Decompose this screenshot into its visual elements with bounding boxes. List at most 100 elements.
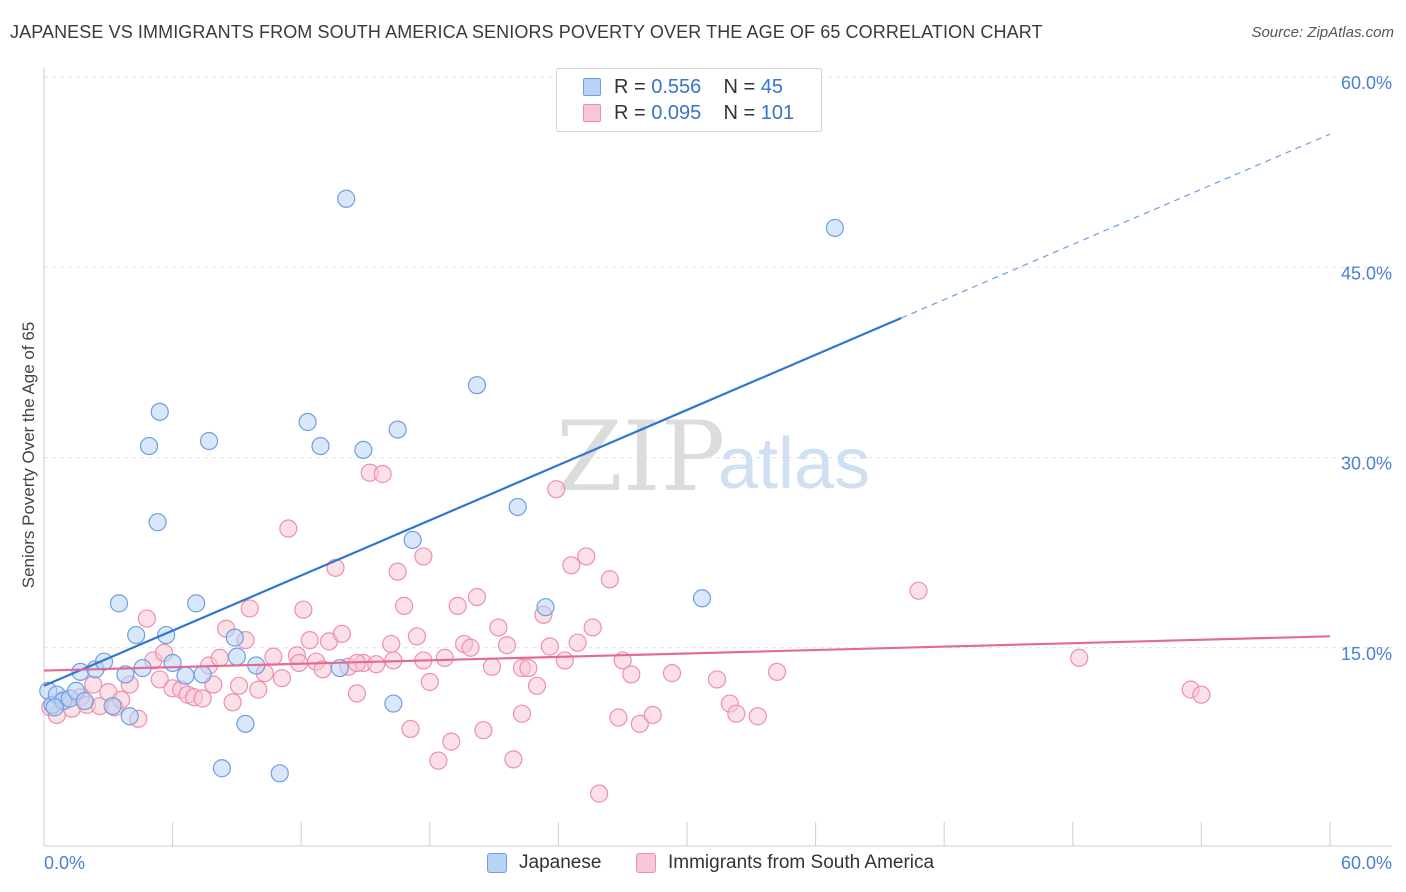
legend-r-label: R = bbox=[614, 102, 652, 124]
japanese-point bbox=[75, 691, 94, 711]
japanese-point bbox=[199, 431, 219, 451]
y-tick-label-60: 60.0% bbox=[1341, 73, 1392, 93]
sa-point bbox=[527, 676, 547, 695]
axes bbox=[43, 68, 1392, 847]
chart-title: JAPANESE VS IMMIGRANTS FROM SOUTH AMERIC… bbox=[10, 22, 1043, 42]
japanese-point bbox=[45, 698, 64, 717]
japanese-point bbox=[354, 440, 373, 459]
y-tick-label-30: 30.0% bbox=[1341, 454, 1392, 474]
japanese-point bbox=[103, 696, 122, 716]
sa-point bbox=[562, 556, 581, 575]
sa-point bbox=[474, 721, 493, 740]
sa-trend-line bbox=[43, 635, 1331, 672]
legend-r-value-south-america: 0.095 bbox=[651, 102, 702, 124]
sa-point bbox=[512, 704, 532, 723]
sa-point bbox=[210, 648, 229, 667]
sa-point bbox=[435, 648, 454, 667]
sa-point bbox=[279, 519, 298, 538]
sa-point bbox=[388, 562, 407, 581]
sa-point bbox=[467, 587, 487, 607]
japanese-point bbox=[467, 376, 487, 395]
japanese-point bbox=[116, 665, 135, 684]
japanese-point bbox=[150, 402, 169, 421]
watermark-zip: ZIP bbox=[556, 401, 725, 513]
y-tick-labels: 15.0% 30.0% 45.0% 60.0% bbox=[1341, 73, 1392, 664]
japanese-point bbox=[536, 598, 555, 617]
sa-point bbox=[622, 665, 641, 684]
bottom-legend-label-japanese: Japanese bbox=[519, 852, 602, 873]
japanese-point bbox=[270, 764, 289, 783]
japanese-point bbox=[388, 420, 407, 439]
sa-point bbox=[442, 732, 461, 751]
japanese-point bbox=[311, 436, 330, 456]
legend-swatch-south-america bbox=[583, 104, 601, 122]
y-axis-label: Seniors Poverty Over the Age of 65 bbox=[19, 322, 38, 588]
sa-point bbox=[84, 675, 103, 694]
sa-point bbox=[150, 670, 169, 689]
sa-point bbox=[600, 570, 619, 589]
legend-n-label: N = bbox=[723, 76, 761, 98]
legend-r-value-japanese: 0.556 bbox=[651, 76, 702, 98]
sa-point bbox=[707, 670, 727, 689]
sa-point bbox=[489, 618, 508, 637]
japanese-point bbox=[227, 647, 246, 666]
sa-point bbox=[909, 581, 928, 600]
y-tick-label-45: 45.0% bbox=[1341, 263, 1392, 283]
sa-point bbox=[240, 599, 259, 618]
sa-point bbox=[272, 669, 292, 688]
sa-point bbox=[401, 719, 420, 739]
sa-point bbox=[643, 705, 662, 725]
sa-point bbox=[1192, 685, 1211, 704]
japanese-point bbox=[298, 412, 317, 432]
trend-lines bbox=[43, 133, 1331, 687]
japanese-point bbox=[109, 594, 129, 613]
bottom-legend-swatch-japanese bbox=[487, 853, 507, 873]
sa-point bbox=[461, 638, 480, 657]
sa-point bbox=[382, 634, 401, 654]
y-tick-label-15: 15.0% bbox=[1341, 644, 1392, 664]
sa-point bbox=[137, 609, 156, 628]
sa-point bbox=[420, 672, 439, 692]
japanese-point bbox=[193, 665, 212, 684]
japanese-point bbox=[692, 589, 712, 608]
japanese-point bbox=[337, 189, 356, 208]
sa-point bbox=[590, 784, 609, 803]
sa-point bbox=[429, 751, 448, 770]
sa-point bbox=[630, 714, 649, 733]
japanese-point bbox=[384, 694, 403, 713]
japanese-point bbox=[825, 218, 844, 238]
sa-point bbox=[367, 655, 386, 674]
sa-point bbox=[229, 676, 249, 695]
x-tick-max: 60.0% bbox=[1341, 853, 1392, 873]
japanese-point bbox=[508, 497, 527, 517]
sa-point bbox=[504, 750, 523, 769]
sa-point bbox=[568, 633, 587, 652]
sa-point bbox=[193, 689, 212, 708]
sa-point bbox=[519, 658, 538, 678]
chart-source: Source: ZipAtlas.com bbox=[1251, 24, 1394, 41]
sa-point bbox=[767, 662, 787, 681]
legend-n-value-japanese: 45 bbox=[760, 76, 784, 98]
japanese-trend-extension bbox=[901, 133, 1331, 319]
japanese-point bbox=[187, 594, 206, 613]
sa-point bbox=[264, 647, 283, 666]
japanese-point bbox=[148, 513, 167, 532]
watermark: ZIP atlas bbox=[556, 401, 870, 513]
sa-point bbox=[555, 651, 574, 670]
correlation-legend: R = 0.556 N = 45 R = 0.095 N = 101 bbox=[556, 68, 822, 132]
sa-point bbox=[609, 708, 628, 727]
japanese-point bbox=[139, 436, 159, 456]
sa-point bbox=[748, 707, 767, 726]
bottom-legend-label-south-america: Immigrants from South America bbox=[668, 852, 935, 873]
sa-point bbox=[482, 657, 502, 676]
japanese-point bbox=[225, 628, 244, 647]
series-japanese-points bbox=[39, 189, 844, 783]
sa-point bbox=[497, 636, 517, 655]
sa-point bbox=[347, 684, 367, 703]
japanese-trend-line bbox=[43, 316, 902, 687]
sa-point bbox=[540, 637, 559, 656]
legend-n-value-south-america: 101 bbox=[760, 102, 795, 124]
legend-n-label: N = bbox=[723, 102, 761, 124]
x-tick-min: 0.0% bbox=[44, 853, 85, 873]
